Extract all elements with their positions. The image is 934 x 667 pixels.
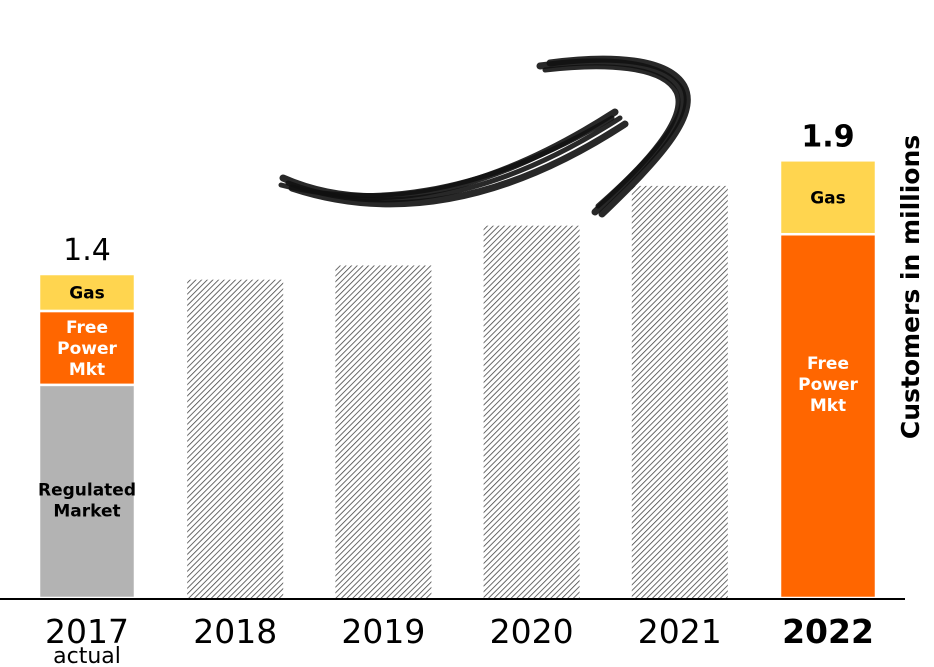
category-label-2019: 2019 (341, 612, 425, 651)
segment-label-2022-free-power-mkt: Mkt (810, 396, 846, 416)
bar-2021-placeholder (631, 185, 728, 599)
category-label-2017: 2017 (45, 612, 129, 651)
growth-arrow-stroke (542, 64, 681, 209)
bar-2018-placeholder (187, 279, 284, 598)
growth-arrow-stroke (546, 55, 691, 218)
segment-label-2017-gas: Gas (69, 283, 105, 303)
segment-label-2017-regulated-market: Market (53, 501, 120, 521)
total-label-2022: 1.9 (801, 119, 854, 154)
bar-2017-free-power-mkt (37, 309, 137, 387)
bars-group (37, 159, 878, 600)
bar-2022-gas (778, 159, 878, 236)
segment-label-2022-gas: Gas (810, 188, 846, 208)
category-sublabel-2017: actual (53, 644, 121, 667)
growth-arrow-stroke (288, 120, 629, 208)
segment-label-2017-free-power-mkt: Mkt (69, 360, 105, 380)
segment-label-2017-free-power-mkt: Free (66, 318, 108, 338)
bar-2017-gas (37, 272, 137, 313)
category-label-2020: 2020 (490, 612, 574, 651)
y-axis-label: Customers in millions (896, 135, 925, 439)
growth-arrow (278, 55, 691, 218)
labels-group: RegulatedMarketFreePowerMktGas2017actual… (38, 119, 925, 667)
segment-label-2017-free-power-mkt: Power (57, 339, 117, 359)
bar-2017-regulated-market (37, 383, 137, 600)
total-label-2017: 1.4 (63, 233, 111, 268)
segment-label-2022-free-power-mkt: Free (807, 354, 849, 374)
category-label-2018: 2018 (193, 612, 277, 651)
bar-2020-placeholder (483, 225, 580, 598)
bar-2019-placeholder (335, 265, 432, 598)
growth-arrow-stroke (278, 115, 615, 199)
segment-label-2022-free-power-mkt: Power (798, 375, 858, 395)
segment-label-2017-regulated-market: Regulated (38, 480, 136, 500)
category-label-2022: 2022 (782, 612, 874, 651)
bar-2022-free-power-mkt (778, 232, 878, 600)
category-label-2021: 2021 (638, 612, 722, 651)
